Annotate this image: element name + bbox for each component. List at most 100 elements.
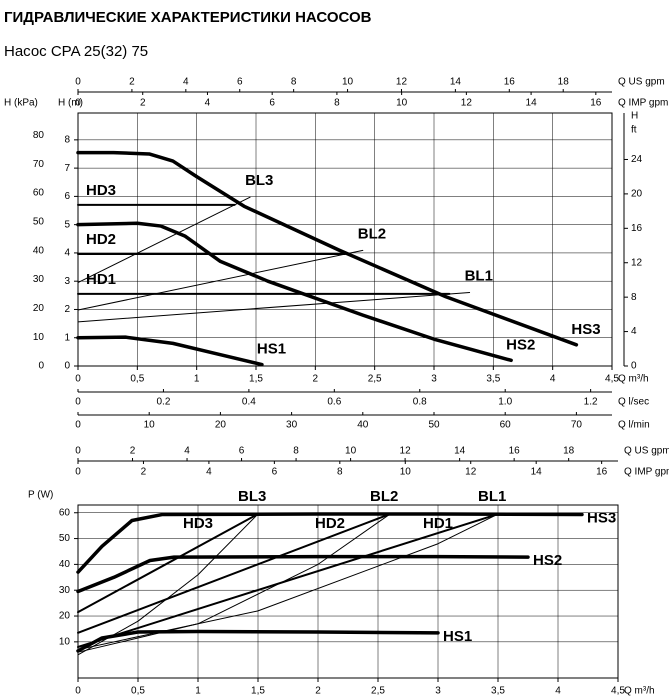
x-tick-label: 3 (431, 374, 437, 385)
axis-title: Q IMP gpm (624, 467, 669, 478)
axis-tick-label: 0.2 (156, 397, 170, 408)
x-tick-label: 2,5 (368, 374, 382, 385)
axis-title: Q US gpm (624, 446, 669, 457)
axis-title: Q l/min (618, 420, 650, 431)
curve-label: BL2 (370, 488, 398, 505)
axis-tick-label: 20 (215, 420, 227, 431)
curve (77, 513, 499, 649)
x-tick-label: 4 (550, 374, 556, 385)
curve-label: HS3 (587, 510, 616, 527)
y-tick-label: 30 (59, 585, 71, 596)
curve-label: BL2 (358, 225, 386, 242)
curve-label: HD1 (86, 271, 116, 288)
axis-tick-label: 60 (500, 420, 512, 431)
axis-tick-label: 16 (509, 446, 521, 457)
axis-tick-label: 16 (631, 223, 643, 234)
axis-tick-label: 16 (590, 98, 602, 109)
axis-tick-label: 6 (239, 446, 245, 457)
axis-tick-label: 24 (631, 154, 643, 165)
axis-tick-label: 0 (631, 361, 637, 372)
curve (77, 292, 471, 323)
axis-tick-label: 0.4 (242, 397, 256, 408)
curve-label: BL1 (478, 488, 506, 505)
axis-tick-label: 10 (342, 77, 354, 88)
curve-label: BL3 (238, 488, 266, 505)
x-tick-label: 0 (75, 374, 81, 385)
axis-tick-label: 2 (141, 467, 147, 478)
axis-tick-label: 60 (33, 188, 45, 199)
axis-title: Q l/sec (618, 397, 649, 408)
axis-tick-label: 4 (631, 326, 637, 337)
curve-label: HS1 (443, 628, 472, 645)
axis-tick-label: 18 (563, 446, 575, 457)
axis-tick-label: 4 (205, 98, 211, 109)
y-tick-label: 2 (64, 304, 70, 315)
axis-tick-label: 4 (184, 446, 190, 457)
curve-label: HD2 (86, 231, 116, 248)
axis-tick-label: 2 (130, 446, 136, 457)
axis-tick-label: 10 (400, 467, 412, 478)
y-tick-label: 40 (59, 559, 71, 570)
curve-label: HD1 (423, 515, 453, 532)
axis-tick-label: 12 (461, 98, 473, 109)
x-tick-label: 3,5 (491, 686, 505, 697)
axis-tick-label: 10 (33, 332, 45, 343)
axis-tick-label: 8 (334, 98, 340, 109)
axis-tick-label: 70 (571, 420, 583, 431)
axis-tick-label: 4 (206, 467, 212, 478)
axis-tick-label: 12 (400, 446, 412, 457)
axis-tick-label: 6 (272, 467, 278, 478)
curve (76, 554, 530, 594)
axis-tick-label: 0 (75, 77, 81, 88)
y-tick-label: 5 (64, 219, 70, 230)
axis-tick-label: 20 (631, 189, 643, 200)
axis-tick-label: 50 (33, 217, 45, 228)
curve (77, 513, 391, 653)
x-tick-label: 1 (195, 686, 201, 697)
axis-tick-label: 12 (396, 77, 408, 88)
curve (77, 196, 251, 284)
curve (77, 513, 259, 614)
x-tick-label: 1 (194, 374, 200, 385)
axis-tick-label: 30 (33, 274, 45, 285)
axis-tick-label: 0 (38, 361, 44, 372)
axis-tick-label: 40 (33, 245, 45, 256)
axis-tick-label: 0 (75, 98, 81, 109)
axis-tick-label: 2 (140, 98, 146, 109)
curve-label: HS2 (506, 336, 535, 353)
x-tick-label: 0,5 (130, 374, 144, 385)
x-tick-label: 3,5 (486, 374, 500, 385)
axis-tick-label: 50 (428, 420, 440, 431)
x-tick-label: 2 (315, 686, 321, 697)
axis-tick-label: 70 (33, 159, 45, 170)
axis-title: Q US gpm (618, 77, 665, 88)
y-tick-label: 60 (59, 507, 71, 518)
curve (77, 513, 259, 656)
x-tick-label: 4 (555, 686, 561, 697)
axis-tick-label: 0.8 (413, 397, 427, 408)
axis-tick-label: 14 (531, 467, 543, 478)
y-tick-label: 50 (59, 533, 71, 544)
axis-tick-label: 0.6 (327, 397, 341, 408)
y-tick-label: 4 (64, 248, 70, 259)
axis-tick-label: 2 (129, 77, 135, 88)
axis-tick-label: 18 (558, 77, 570, 88)
x-axis-title: Q m³/h (618, 374, 649, 385)
x-tick-label: 4,5 (605, 374, 619, 385)
axis-title: H (631, 111, 638, 122)
axis-tick-label: 14 (454, 446, 466, 457)
axis-tick-label: 80 (33, 130, 45, 141)
axis-tick-label: 12 (631, 257, 643, 268)
x-tick-label: 1,5 (251, 686, 265, 697)
axis-tick-label: 1.0 (498, 397, 512, 408)
axis-tick-label: 14 (526, 98, 538, 109)
x-tick-label: 0,5 (131, 686, 145, 697)
axis-tick-label: 8 (631, 292, 637, 303)
curve-label: HS2 (533, 552, 562, 569)
axis-tick-label: 0 (75, 446, 81, 457)
y-tick-label: 6 (64, 191, 70, 202)
curve (77, 513, 499, 651)
curve-label: HD3 (86, 182, 116, 199)
x-tick-label: 3 (435, 686, 441, 697)
